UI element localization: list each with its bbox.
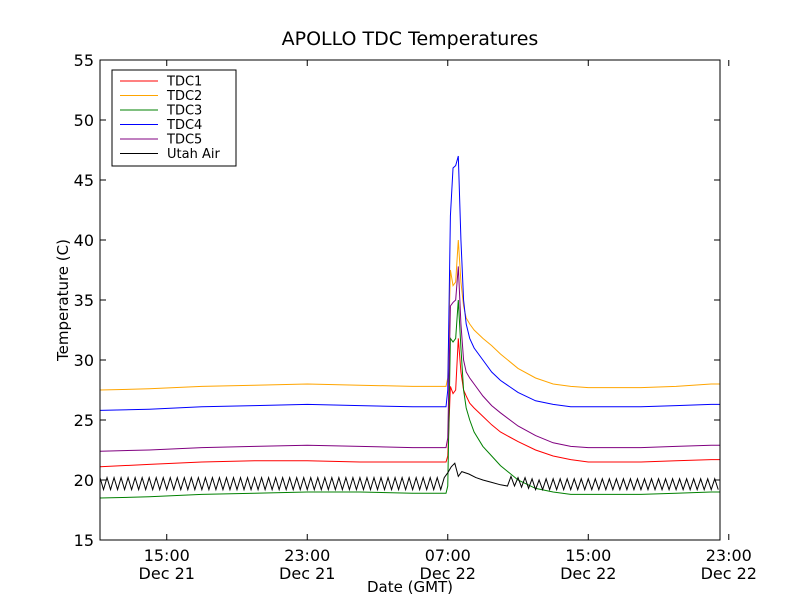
- x-tick-time-label: 23:00: [706, 546, 752, 565]
- chart-title: APOLLO TDC Temperatures: [282, 28, 539, 50]
- legend-label: TDC2: [166, 89, 202, 104]
- legend-label: TDC3: [166, 104, 202, 119]
- y-tick-label: 45: [74, 171, 94, 190]
- y-axis: 15 20 25 30 35 40 45 50 55: [74, 51, 720, 550]
- x-tick-time-label: 15:00: [144, 546, 190, 565]
- y-tick-label: 25: [74, 411, 94, 430]
- y-tick-label: 35: [74, 291, 94, 310]
- x-tick-date-label: Dec 21: [139, 564, 195, 583]
- y-axis-label: Temperature (C): [54, 239, 72, 362]
- series-line-utah-air: [100, 462, 719, 492]
- x-tick-date-label: Dec 22: [560, 564, 616, 583]
- y-tick-label: 15: [74, 531, 94, 550]
- x-tick-time-label: 07:00: [425, 546, 471, 565]
- series-line-tdc1: [100, 338, 720, 468]
- series-line-tdc4: [100, 155, 720, 411]
- series-line-tdc3: [100, 299, 720, 499]
- y-tick-label: 30: [74, 351, 94, 370]
- y-tick-label: 55: [74, 51, 94, 70]
- y-tick-label: 20: [74, 471, 94, 490]
- x-tick-date-label: Dec 22: [420, 564, 476, 583]
- plot-area: [100, 155, 720, 499]
- legend-label: TDC4: [166, 118, 202, 133]
- x-tick-time-label: 23:00: [284, 546, 330, 565]
- legend-label: TDC5: [166, 133, 202, 148]
- legend-box: [111, 69, 237, 167]
- y-tick-label: 50: [74, 111, 94, 130]
- y-tick-label: 40: [74, 231, 94, 250]
- x-tick-date-label: Dec 21: [279, 564, 335, 583]
- legend-label: Utah Air: [167, 147, 220, 162]
- series-line-tdc5: [100, 266, 720, 452]
- x-tick-date-label: Dec 22: [701, 564, 757, 583]
- x-axis-label: Date (GMT): [367, 578, 453, 596]
- series-layer: [100, 155, 720, 499]
- x-tick-time-label: 15:00: [565, 546, 611, 565]
- legend-label: TDC1: [166, 75, 202, 90]
- series-line-tdc2: [100, 239, 720, 391]
